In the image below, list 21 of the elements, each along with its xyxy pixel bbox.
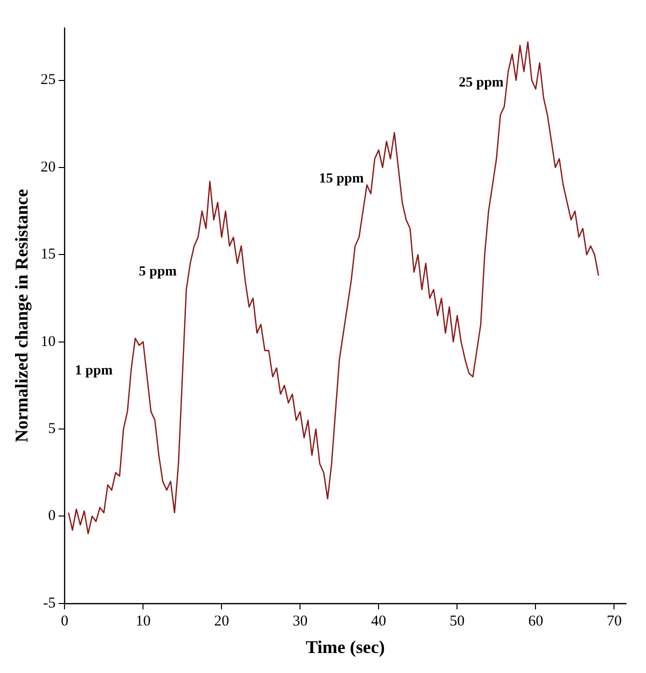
x-tick-label: 20: [214, 613, 230, 630]
x-axis-title: Time (sec): [306, 636, 385, 657]
x-tick-label: 30: [292, 613, 308, 630]
annotation: 25 ppm: [458, 75, 504, 90]
y-tick-label: 10: [40, 334, 56, 350]
annotation: 1 ppm: [74, 364, 113, 379]
x-tick-label: 10: [136, 613, 151, 630]
y-tick-label: 15: [40, 246, 56, 263]
y-tick-label: 5: [48, 420, 56, 437]
x-tick-label: 70: [606, 613, 622, 630]
x-tick-label: 50: [450, 613, 465, 630]
annotation: 15 ppm: [319, 171, 364, 186]
x-tick-label: 40: [371, 613, 386, 630]
y-tick-label: 20: [40, 159, 56, 176]
y-axis-title: Normalized change in Resistance: [11, 188, 32, 442]
y-tick-label: -5: [43, 595, 56, 612]
x-tick-label: 0: [60, 613, 68, 630]
x-tick-label: 60: [528, 613, 544, 630]
y-tick-label: 0: [48, 508, 56, 524]
y-tick-label: 25: [40, 72, 56, 88]
annotation: 5 ppm: [138, 264, 177, 280]
